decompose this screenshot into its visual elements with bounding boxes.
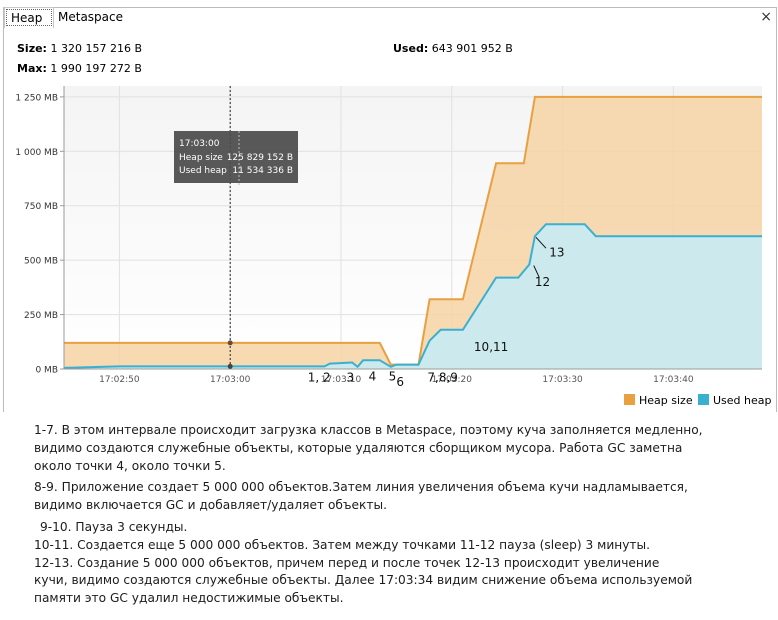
- max-label: Max:: [17, 62, 47, 75]
- x-tick-label: 17:03:40: [653, 375, 694, 385]
- used-label: Used:: [393, 42, 429, 55]
- max-value: 1 990 197 272 B: [50, 62, 142, 75]
- size-stat: Size: 1 320 157 216 B: [17, 42, 142, 56]
- annotation-label: 3: [347, 371, 355, 385]
- note-line: 10-11. Создается еще 5 000 000 объектов.…: [34, 537, 651, 552]
- annotation-label: 10,11: [474, 340, 508, 354]
- tab-bar: Heap Metaspace ×: [0, 0, 778, 29]
- tab-metaspace[interactable]: Metaspace: [58, 10, 123, 24]
- legend-used-label: Used heap: [713, 394, 772, 407]
- used-value: 643 901 952 B: [431, 42, 513, 55]
- annotation-label: 7,8,9: [427, 371, 458, 385]
- annotation-leader: [535, 236, 547, 249]
- y-tick-label: 250 MB: [24, 311, 58, 321]
- y-tick-label: 1 250 MB: [15, 93, 58, 103]
- annotation-label: 12: [535, 275, 550, 289]
- legend-heap-label: Heap size: [639, 394, 693, 407]
- used-stat: Used: 643 901 952 B: [393, 42, 513, 56]
- heap-chart: 0 MB 250 MB 500 MB 750 MB 1 000 MB 1 250 MB 17…: [15, 86, 762, 389]
- annotation-label: 13: [549, 246, 564, 260]
- close-icon[interactable]: ×: [760, 9, 772, 25]
- heap-size-line: [64, 95, 762, 366]
- annotation-label: 1, 2: [308, 371, 331, 385]
- note-line: памяти это GC удалил недостижимые объект…: [34, 591, 344, 606]
- legend-used-heap: Used heap: [698, 394, 772, 408]
- legend-heap-swatch: [624, 394, 635, 405]
- tab-strip: [3, 7, 777, 29]
- note-line: 9-10. Пауза 3 секунды.: [40, 519, 188, 534]
- note-line: видимо создаются служебные объекты, кото…: [34, 440, 683, 455]
- annotation-label: 4: [369, 370, 377, 384]
- y-tick-label: 500 MB: [24, 257, 58, 267]
- tooltip-background: [174, 131, 298, 183]
- size-value: 1 320 157 216 B: [50, 42, 142, 55]
- crosshair-dot-used: [227, 363, 233, 369]
- annotation-label: 5: [389, 370, 397, 384]
- tooltip-time: 17:03:00: [179, 139, 220, 149]
- used-heap-area: [64, 224, 762, 369]
- note-line: кучи, видимо создаются служебные объекты…: [34, 573, 693, 588]
- tooltip-label: Heap size: [179, 153, 223, 163]
- x-tick-label: 17:03:30: [542, 375, 583, 385]
- x-tick-label: 17:03:20: [432, 375, 473, 385]
- note-line: 8-9. Приложение создает 5 000 000 объект…: [34, 480, 688, 495]
- heap-panel: [3, 28, 777, 412]
- notes-text: 1-7. В этом интервале происходит загрузк…: [34, 422, 734, 608]
- x-tick-label: 17:03:10: [321, 375, 362, 385]
- crosshair-dot-heap: [227, 340, 233, 346]
- tab-heap[interactable]: Heap: [4, 7, 54, 28]
- note-line: около точки 4, около точки 5.: [34, 458, 226, 473]
- tooltip-value: 11 534 336 B: [232, 166, 293, 176]
- x-tick-label: 17:03:00: [210, 375, 251, 385]
- size-label: Size:: [17, 42, 47, 55]
- note-line: 12-13. Создание 5 000 000 объектов, прич…: [34, 555, 660, 570]
- note-line: видимо включается GC и добавляет/удаляет…: [34, 498, 387, 513]
- used-heap-line: [63, 223, 762, 369]
- tooltip-value: 125 829 152 B: [227, 153, 293, 163]
- y-tick-label: 0 MB: [35, 366, 58, 376]
- legend-heap-size: Heap size: [624, 394, 693, 408]
- y-tick-label: 750 MB: [24, 202, 58, 212]
- tooltip-label: Used heap: [179, 166, 227, 176]
- annotation-leader: [533, 265, 540, 278]
- x-tick-label: 17:02:50: [99, 375, 140, 385]
- note-line: 1-7. В этом интервале происходит загрузк…: [34, 423, 703, 437]
- max-stat: Max: 1 990 197 272 B: [17, 62, 142, 76]
- y-tick-label: 1 000 MB: [15, 148, 58, 158]
- legend-used-swatch: [698, 394, 709, 405]
- annotation-label: 6: [396, 375, 404, 389]
